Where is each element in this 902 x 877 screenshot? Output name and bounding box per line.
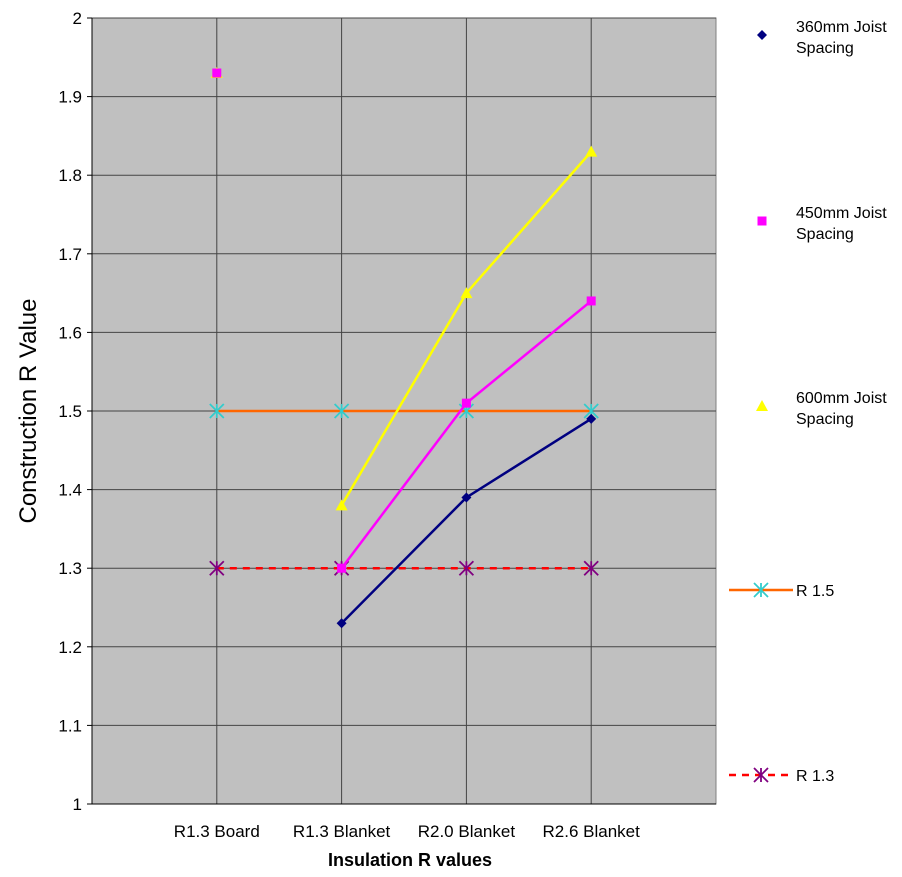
x-tick-label: R1.3 Blanket: [293, 822, 391, 841]
legend: 360mm Joist Spacing 450mm Joist Spacing 600m…: [729, 19, 887, 785]
450mm-joist-spacing-marker: [212, 68, 222, 78]
y-axis-ticks: 1 1.1 1.2 1.3 1.4 1.5 1.6 1.7 1.8 1.9 2: [58, 9, 92, 814]
360mm-joist-spacing-marker: [461, 492, 472, 503]
legend-label: R 1.5: [796, 583, 834, 600]
y-tick-label: 2: [73, 9, 82, 28]
y-tick-label: 1.8: [58, 166, 82, 185]
legend-360mm-joist-spacing-marker: [757, 30, 767, 40]
450mm-joist-spacing-marker: [586, 296, 596, 306]
series-360mm-joist-spacing: [336, 413, 597, 629]
y-tick-label: 1.1: [58, 716, 82, 735]
legend-label: 360mm Joist Spacing: [796, 19, 887, 57]
legend-label: 450mm Joist Spacing: [796, 205, 887, 243]
y-tick-label: 1.9: [58, 88, 82, 107]
y-tick-label: 1.7: [58, 245, 82, 264]
y-tick-label: 1: [73, 795, 82, 814]
legend-label: R 1.3: [796, 768, 834, 785]
450mm-joist-spacing-marker: [461, 398, 471, 408]
legend-item-r-1-5: R 1.5: [729, 582, 834, 600]
x-tick-label: R1.3 Board: [174, 822, 260, 841]
y-tick-label: 1.4: [58, 481, 82, 500]
x-tick-label: R2.0 Blanket: [418, 822, 516, 841]
legend-item-360mm-joist-spacing: 360mm Joist Spacing: [757, 19, 887, 57]
legend-450mm-joist-spacing-marker: [757, 216, 767, 226]
r-1-3-marker: [209, 560, 225, 576]
r-1-3-marker: [458, 560, 475, 576]
x-tick-label: R2.6 Blanket: [543, 822, 641, 841]
600mm-joist-spacing-marker: [585, 145, 598, 157]
legend-item-450mm-joist-spacing: 450mm Joist Spacing: [757, 205, 887, 243]
legend-label: 600mm Joist Spacing: [796, 390, 887, 428]
legend-600mm-joist-spacing-marker: [756, 400, 768, 411]
360mm-joist-spacing-marker: [336, 618, 347, 629]
legend-r-1-5-marker: [753, 582, 769, 598]
series-450mm-joist-spacing: [212, 68, 596, 573]
360mm-joist-spacing-marker: [586, 413, 597, 424]
series-group: [209, 67, 599, 629]
600mm-joist-spacing-marker: [335, 499, 348, 511]
x-axis-ticks: R1.3 Board R1.3 Blanket R2.0 Blanket R2.6 B…: [174, 822, 640, 841]
r-1-3-marker: [583, 560, 599, 576]
y-tick-label: 1.3: [58, 559, 82, 578]
y-tick-label: 1.6: [58, 323, 82, 342]
r-1-5-marker: [209, 403, 225, 419]
r-1-5-marker: [333, 403, 350, 419]
y-axis-label: Construction R Value: [15, 299, 42, 524]
y-tick-label: 1.2: [58, 638, 82, 657]
legend-item-r-1-3: R 1.3: [729, 767, 834, 785]
gridlines: [91, 17, 716, 805]
legend-r-1-3-marker: [753, 767, 769, 783]
x-axis-label: Insulation R values: [328, 850, 492, 870]
series-r-1-5: [209, 403, 599, 419]
legend-item-600mm-joist-spacing: 600mm Joist Spacing: [756, 390, 887, 428]
600mm-joist-spacing-marker: [460, 287, 473, 299]
y-tick-label: 1.5: [58, 402, 82, 421]
450mm-joist-spacing-marker: [337, 563, 347, 573]
